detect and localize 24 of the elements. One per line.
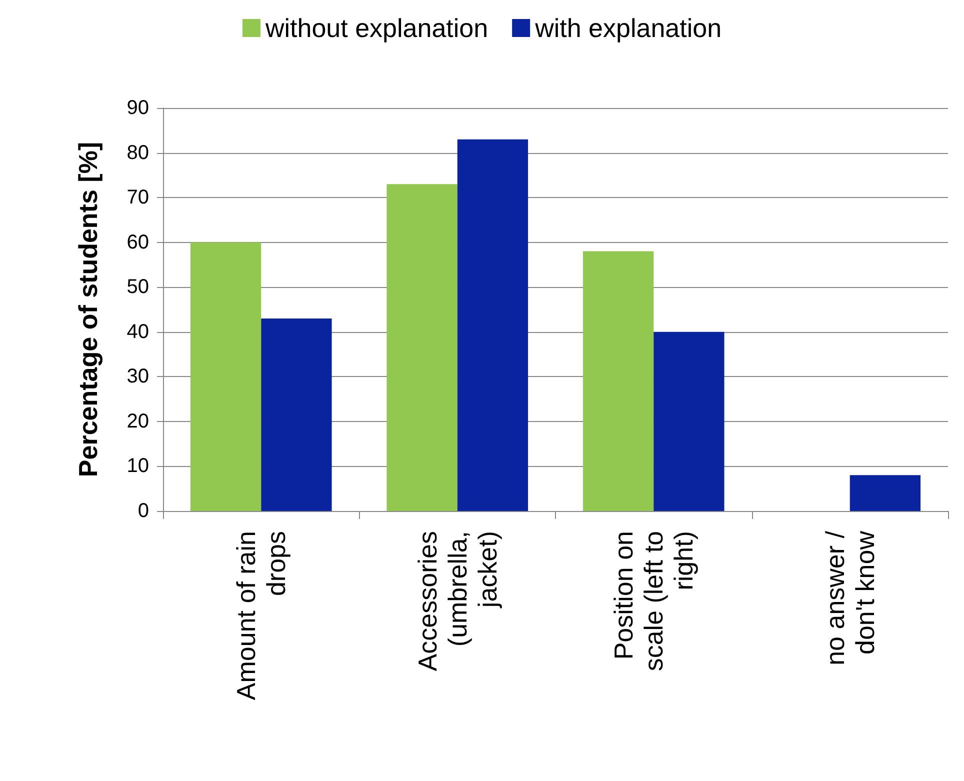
x-tick-label: no answer / don't know: [820, 530, 880, 666]
y-tick-label: 90: [126, 97, 149, 119]
y-tick-label: 80: [126, 142, 149, 164]
bar: [190, 242, 262, 511]
bar: [654, 332, 724, 511]
y-tick-label: 60: [126, 231, 149, 254]
y-tick-label: 30: [126, 366, 149, 388]
y-axis-title: Percentage of students [%]: [73, 142, 103, 478]
y-tick-label: 20: [126, 410, 149, 432]
x-tick-label: Accessories (umbrella, jacket): [412, 531, 502, 672]
y-tick-label: 0: [138, 500, 149, 522]
bar: [850, 475, 921, 511]
x-tick-label: Amount of rain drops: [231, 531, 292, 700]
y-tick-label: 50: [126, 276, 149, 298]
y-tick-label: 70: [126, 186, 149, 209]
y-tick-label: 10: [126, 455, 149, 478]
legend-label: with explanation: [534, 13, 722, 43]
bar: [457, 139, 528, 511]
bar: [582, 251, 654, 511]
legend-label: without explanation: [264, 13, 488, 43]
x-tick-label: Position on scale (left to right): [608, 531, 699, 672]
bar: [261, 318, 332, 511]
y-tick-label: 40: [126, 320, 149, 343]
bar: [386, 184, 458, 511]
